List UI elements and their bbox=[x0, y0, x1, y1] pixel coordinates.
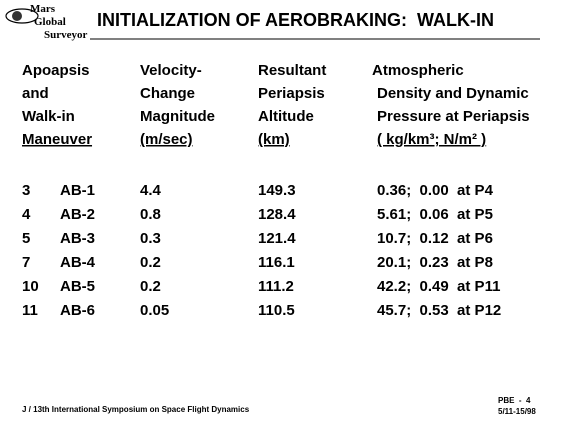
table-cell: 45.7; 0.53 at P12 bbox=[377, 302, 501, 319]
table: Apoapsis and Walk-in Maneuver Velocity- Chang… bbox=[22, 62, 530, 319]
slide-title: INITIALIZATION OF AEROBRAKING: WALK-IN bbox=[97, 10, 494, 30]
table-cell: 7 bbox=[22, 254, 30, 271]
table-cell: 11 bbox=[22, 302, 38, 319]
table-cell: 0.36; 0.00 at P4 bbox=[377, 182, 494, 199]
table-cell: 10.7; 0.12 at P6 bbox=[377, 230, 493, 247]
column-header: Velocity- bbox=[140, 62, 202, 79]
table-cell: AB-1 bbox=[60, 182, 95, 199]
logo-line: Mars bbox=[30, 3, 56, 15]
column-header: ( kg/km³; N/m² ) bbox=[377, 131, 486, 148]
footer-right: PBE - 4 bbox=[498, 396, 531, 405]
table-cell: 3 bbox=[22, 182, 30, 199]
logo: Mars Global Surveyor bbox=[5, 3, 88, 41]
table-cell: 10 bbox=[22, 278, 39, 295]
column-header: and bbox=[22, 85, 49, 102]
logo-planet bbox=[12, 11, 22, 21]
footer-right: 5/11-15/98 bbox=[498, 407, 536, 416]
column-header: Magnitude bbox=[140, 108, 215, 125]
column-header: Atmospheric bbox=[372, 62, 464, 79]
table-cell: AB-4 bbox=[60, 254, 96, 271]
logo-line: Surveyor bbox=[44, 29, 88, 41]
logo-line: Global bbox=[34, 16, 66, 28]
table-cell: AB-3 bbox=[60, 230, 95, 247]
table-cell: 4.4 bbox=[140, 182, 162, 199]
column-header: Density and Dynamic bbox=[377, 85, 529, 102]
table-cell: 5.61; 0.06 at P5 bbox=[377, 206, 493, 223]
column-header: (m/sec) bbox=[140, 131, 193, 148]
table-cell: 110.5 bbox=[258, 302, 295, 319]
table-cell: 121.4 bbox=[258, 230, 296, 247]
column-header: Maneuver bbox=[22, 131, 92, 148]
table-cell: 128.4 bbox=[258, 206, 296, 223]
column-header: Periapsis bbox=[258, 85, 325, 102]
table-cell: AB-5 bbox=[60, 278, 95, 295]
table-cell: 0.3 bbox=[140, 230, 161, 247]
column-header: Pressure at Periapsis bbox=[377, 108, 530, 125]
column-header: Resultant bbox=[258, 62, 326, 79]
table-cell: 20.1; 0.23 at P8 bbox=[377, 254, 493, 271]
table-cell: 0.2 bbox=[140, 278, 161, 295]
table-cell: 5 bbox=[22, 230, 30, 247]
table-cell: 42.2; 0.49 at P11 bbox=[377, 278, 500, 295]
column-header: Change bbox=[140, 85, 195, 102]
logo-orbit bbox=[5, 8, 39, 24]
table-cell: AB-6 bbox=[60, 302, 95, 319]
footer-left: J / 13th International Symposium on Spac… bbox=[22, 405, 250, 414]
table-cell: 0.05 bbox=[140, 302, 169, 319]
table-cell: 111.2 bbox=[258, 278, 294, 295]
table-cell: 0.8 bbox=[140, 206, 161, 223]
table-cell: 116.1 bbox=[258, 254, 295, 271]
column-header: Apoapsis bbox=[22, 62, 90, 79]
table-cell: AB-2 bbox=[60, 206, 95, 223]
column-header: Altitude bbox=[258, 108, 314, 125]
table-cell: 149.3 bbox=[258, 182, 296, 199]
column-header: (km) bbox=[258, 131, 290, 148]
table-cell: 4 bbox=[22, 206, 31, 223]
column-header: Walk-in bbox=[22, 108, 75, 125]
table-cell: 0.2 bbox=[140, 254, 161, 271]
